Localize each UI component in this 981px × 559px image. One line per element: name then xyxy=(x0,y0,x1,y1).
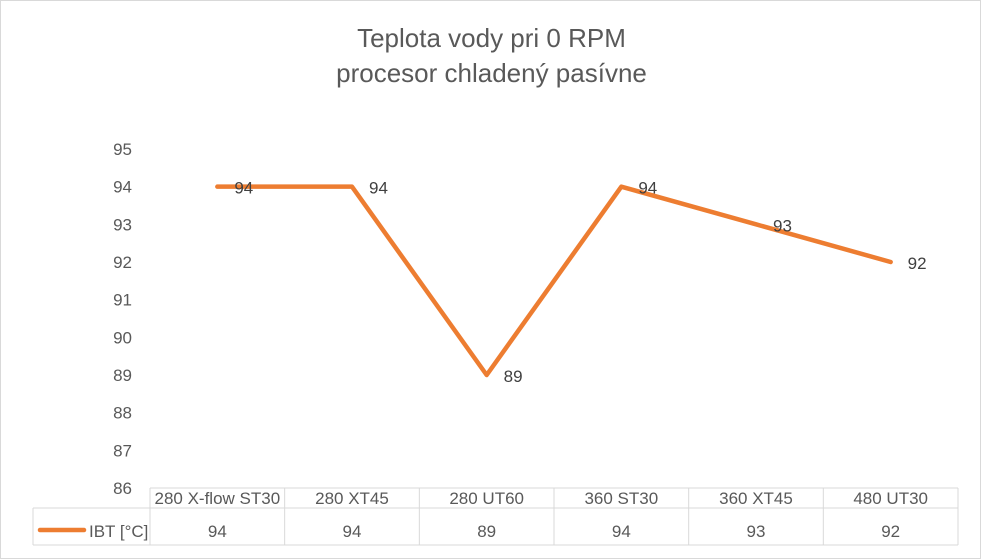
table-value: 92 xyxy=(881,522,900,541)
data-label: 94 xyxy=(638,179,657,198)
data-label: 94 xyxy=(369,179,388,198)
x-category-label: 480 UT30 xyxy=(853,489,928,508)
table-value: 94 xyxy=(612,522,631,541)
y-tick-label: 94 xyxy=(113,178,132,197)
y-tick-label: 86 xyxy=(113,479,132,498)
y-tick-label: 93 xyxy=(113,215,132,234)
y-tick-label: 89 xyxy=(113,366,132,385)
legend-label: IBT [°C] xyxy=(89,522,148,541)
chart-title: Teplota vody pri 0 RPM xyxy=(357,23,626,53)
y-tick-label: 87 xyxy=(113,441,132,460)
table-value: 89 xyxy=(477,522,496,541)
data-label: 92 xyxy=(908,254,927,273)
series-line-ibt xyxy=(215,184,893,378)
y-tick-label: 90 xyxy=(113,328,132,347)
x-category-label: 360 ST30 xyxy=(584,489,658,508)
y-tick-label: 92 xyxy=(113,253,132,272)
x-category-label: 360 XT45 xyxy=(719,489,793,508)
data-label: 94 xyxy=(234,179,253,198)
table-value: 93 xyxy=(747,522,766,541)
chart-subtitle: procesor chladený pasívne xyxy=(336,58,647,88)
x-category-label: 280 UT60 xyxy=(449,489,524,508)
x-category-label: 280 XT45 xyxy=(315,489,389,508)
y-tick-label: 91 xyxy=(113,291,132,310)
data-label: 89 xyxy=(504,367,523,386)
x-category-label: 280 X-flow ST30 xyxy=(154,489,280,508)
y-tick-label: 95 xyxy=(113,140,132,159)
table-value: 94 xyxy=(208,522,227,541)
y-tick-label: 88 xyxy=(113,404,132,423)
table-value: 94 xyxy=(343,522,362,541)
data-label: 93 xyxy=(773,216,792,235)
